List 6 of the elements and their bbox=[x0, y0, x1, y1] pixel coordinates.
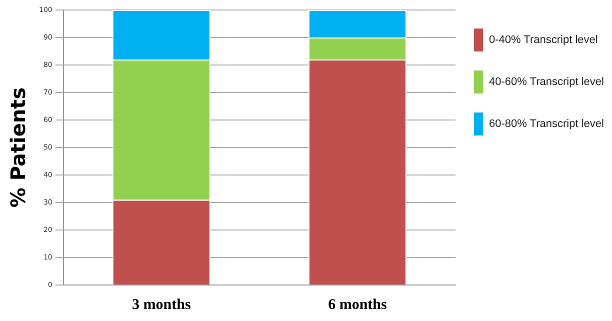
x-tick-label: 6 months bbox=[328, 296, 388, 313]
legend-label: 60-80% Transcript level bbox=[489, 118, 604, 130]
y-axis-title: % Patients bbox=[6, 87, 30, 208]
x-tick-label: 3 months bbox=[132, 296, 191, 313]
legend-label: 0-40% Transcript level bbox=[489, 34, 598, 46]
legend-label: 40-60% Transcript level bbox=[489, 76, 604, 88]
